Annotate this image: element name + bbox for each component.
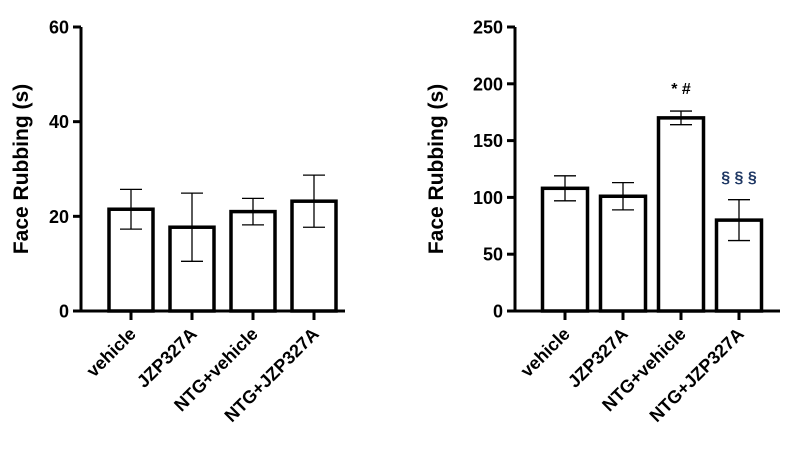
y-tick-label: 150 (473, 131, 503, 151)
y-axis-label: Face Rubbing (s) (425, 84, 448, 254)
y-tick-label: 250 (473, 18, 503, 38)
bar (656, 116, 706, 313)
y-tick-label: 20 (49, 207, 69, 227)
y-tick-label: 100 (473, 188, 503, 208)
x-tick-label: vehicle (517, 324, 574, 381)
right-chart-panel: Face Rubbing (s)050100150200250vehicleJZ… (425, 18, 780, 426)
y-tick-label: 0 (59, 302, 69, 322)
significance-annotation: § § § (721, 170, 757, 187)
bar (598, 194, 648, 313)
y-tick-label: 50 (483, 245, 503, 265)
y-tick-label: 200 (473, 74, 503, 94)
y-tick-label: 40 (49, 112, 69, 132)
y-axis-label: Face Rubbing (s) (10, 84, 33, 254)
significance-annotation: * # (671, 81, 691, 98)
left-chart-panel: Face Rubbing (s)0204060vehicleJZP327ANTG… (10, 18, 345, 426)
bar (229, 209, 277, 313)
y-tick-label: 0 (493, 302, 503, 322)
y-tick-label: 60 (49, 18, 69, 38)
x-tick-label: vehicle (83, 324, 140, 381)
bar (540, 186, 590, 313)
